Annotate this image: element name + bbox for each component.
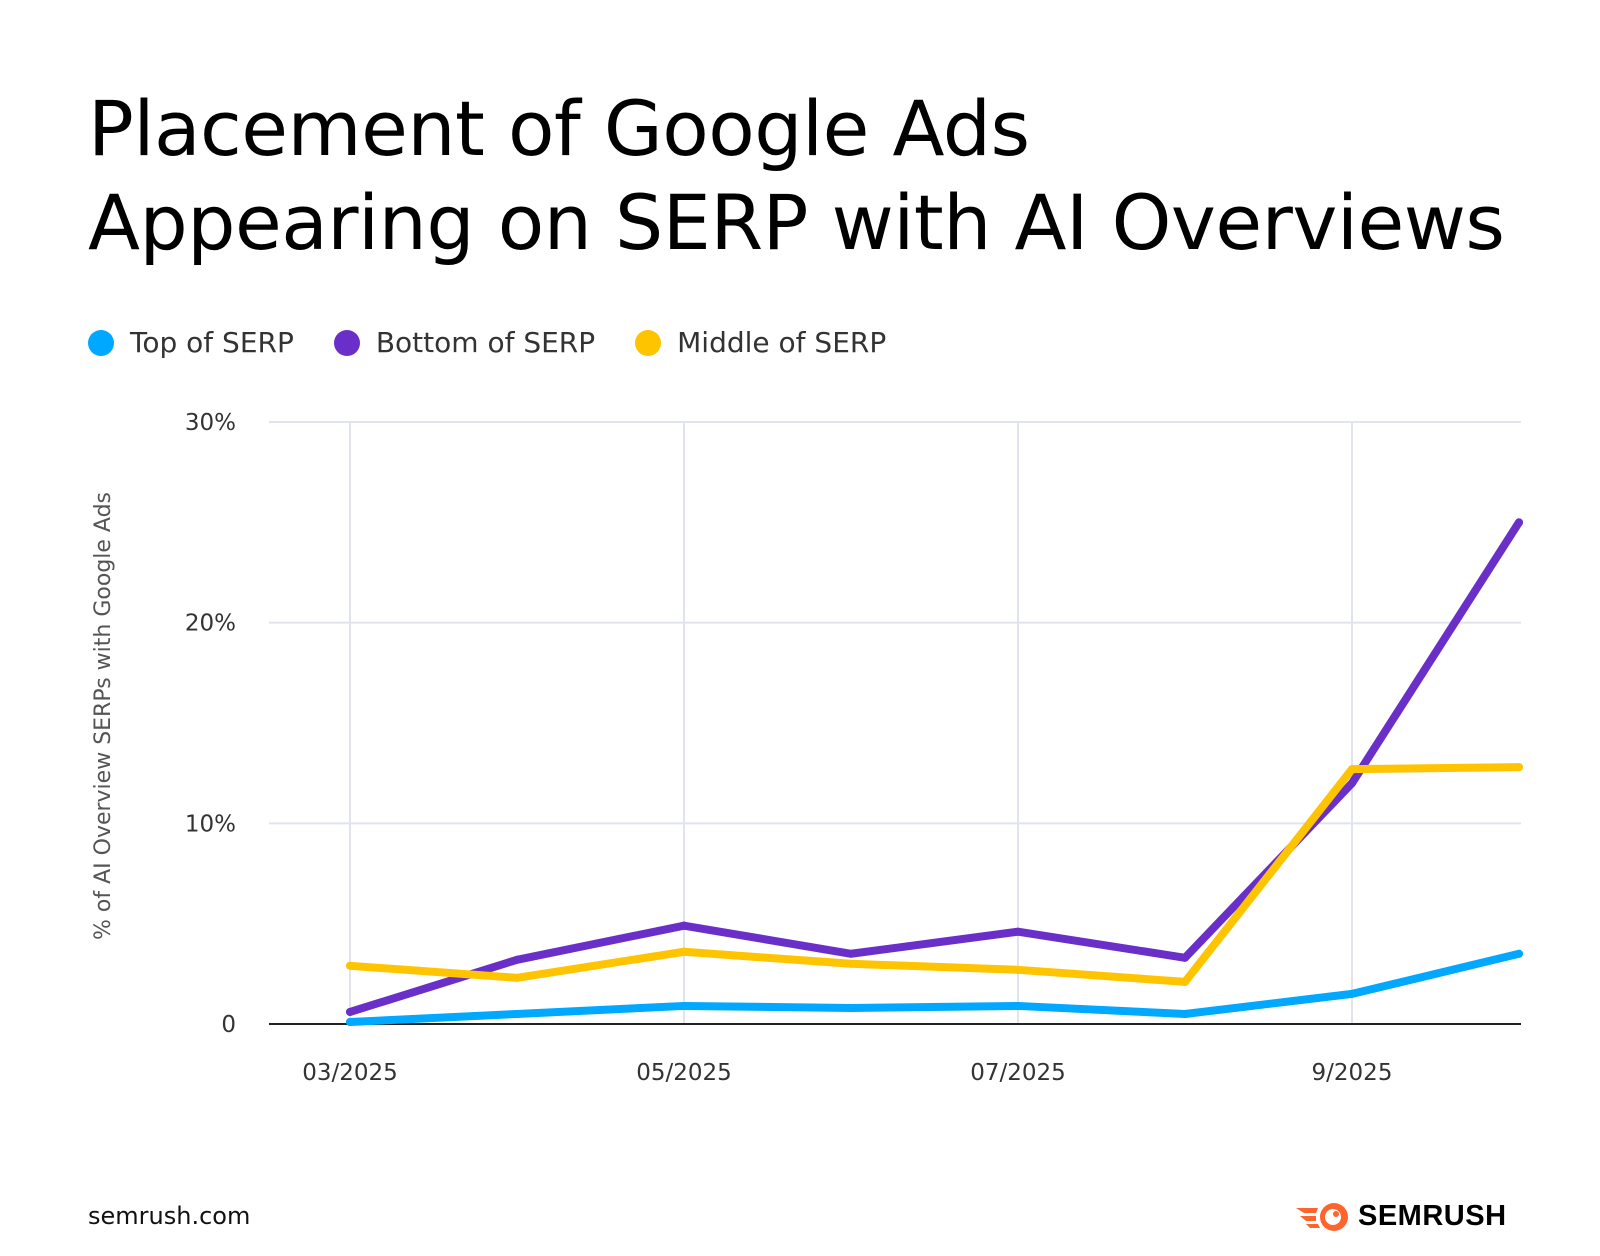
data-point <box>680 921 688 930</box>
legend-label-bottom: Bottom of SERP <box>375 326 596 359</box>
data-point <box>513 1009 521 1018</box>
title-line-2: Appearing on SERP with AI Overviews <box>88 178 1505 267</box>
data-point <box>1181 1009 1189 1018</box>
series-line-middle-of-serp <box>346 763 1523 986</box>
legend: Top of SERP Bottom of SERP Middle of SER… <box>88 326 886 359</box>
data-point <box>1515 518 1523 527</box>
y-axis-label: % of AI Overview SERPs with Google Ads <box>91 492 116 940</box>
data-point <box>1348 765 1356 774</box>
semrush-fireball-icon <box>1296 1202 1348 1231</box>
legend-dot-bottom <box>333 329 360 356</box>
data-point <box>1515 949 1523 958</box>
y-tick-label: 30% <box>185 410 236 436</box>
legend-label-middle: Middle of SERP <box>677 326 887 359</box>
title-line-1: Placement of Google Ads <box>88 84 1030 173</box>
data-point <box>1181 953 1189 962</box>
data-point <box>1014 927 1022 936</box>
data-point <box>847 1003 855 1012</box>
semrush-logo: SEMRUSH <box>1296 1200 1507 1233</box>
y-tick-label: 20% <box>185 611 236 637</box>
data-point <box>847 949 855 958</box>
series-line-bottom-of-serp <box>346 518 1523 1016</box>
legend-dot-top <box>88 329 114 356</box>
legend-item-bottom: Bottom of SERP <box>333 326 596 359</box>
data-point <box>1348 779 1356 788</box>
x-tick-label: 9/2025 <box>1312 1060 1393 1086</box>
data-point <box>1014 965 1022 974</box>
data-point <box>1014 1001 1022 1010</box>
data-point <box>513 955 521 964</box>
y-tick-label: 10% <box>185 811 236 837</box>
legend-item-middle: Middle of SERP <box>635 326 886 359</box>
data-point <box>346 1007 354 1016</box>
source-url: semrush.com <box>88 1202 251 1230</box>
data-point <box>847 959 855 968</box>
x-tick-label: 03/2025 <box>302 1060 398 1086</box>
x-tick-label: 07/2025 <box>970 1060 1066 1086</box>
data-point <box>1348 989 1356 998</box>
series-line-top-of-serp <box>346 949 1523 1026</box>
y-tick-label: 0 <box>221 1012 236 1038</box>
chart-title: Placement of Google Ads Appearing on SER… <box>88 82 1505 270</box>
data-point <box>346 1017 354 1026</box>
legend-label-top: Top of SERP <box>130 326 294 359</box>
data-point <box>680 947 688 956</box>
legend-dot-middle <box>635 329 662 356</box>
data-point <box>680 1001 688 1010</box>
legend-item-top: Top of SERP <box>88 326 294 359</box>
data-point <box>346 961 354 970</box>
data-point <box>1181 977 1189 986</box>
semrush-logo-text: SEMRUSH <box>1358 1200 1507 1232</box>
data-point <box>1515 763 1523 772</box>
x-tick-label: 05/2025 <box>636 1060 732 1086</box>
data-point <box>513 973 521 982</box>
